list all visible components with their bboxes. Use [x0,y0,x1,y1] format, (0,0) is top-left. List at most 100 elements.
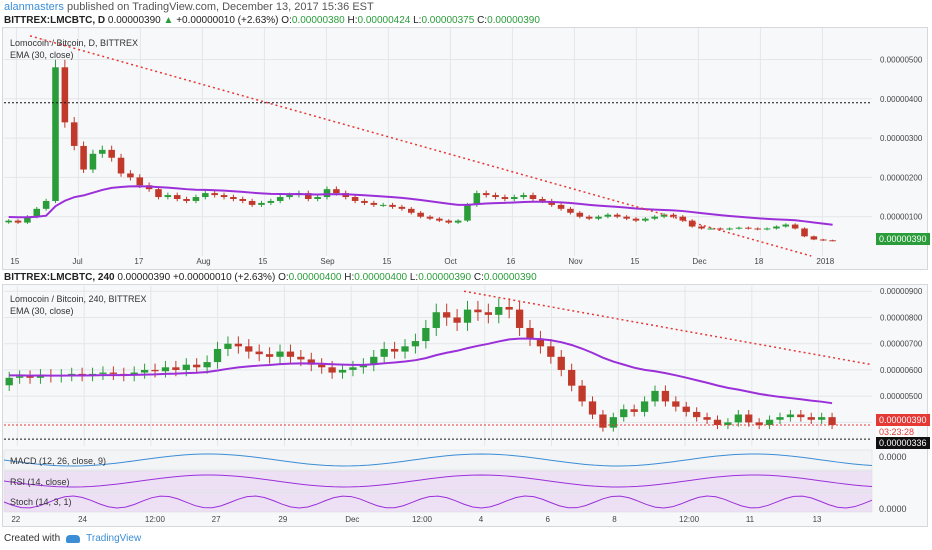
candle-body [651,216,658,219]
candle-body [155,189,162,198]
bottom-legend-title: Lomocoin / Bitcoin, 240, BITTREX [10,294,147,304]
candle-body [829,240,836,242]
candle-body [411,341,420,347]
bottom-symbol: BITTREX:LMCBTC, 240 [4,272,115,283]
top-close: 0.00000390 [487,15,540,26]
bottom-change: +0.00000010 (+2.63%) [172,272,276,283]
rsi-pane-line [3,474,873,488]
tradingview-link[interactable]: TradingView [86,533,142,544]
candle-body [398,206,406,209]
author-link[interactable]: alanmasters [4,1,64,13]
candle-body [234,343,243,347]
candle-body [526,327,534,339]
top-open: 0.00000380 [291,15,345,26]
candle-body [80,145,87,170]
y-tick-label: 0.00000700 [880,340,923,349]
candle-body [26,376,34,378]
candle-body [642,218,649,221]
candle-body [151,369,159,372]
candle-body [726,228,733,230]
x-tick-label: 17 [134,257,143,266]
candle-body [211,193,218,196]
x-tick-label: 6 [546,515,551,524]
created-with-text: Created with [4,533,61,544]
candle-body [453,317,461,323]
candle-body [576,212,584,217]
x-tick-label: 18 [754,257,763,266]
bottom-high: 0.00000400 [354,272,408,283]
y-tick-label: 0.00000100 [880,213,923,222]
candle-body [828,417,836,426]
candle-body [245,346,253,352]
candle-body [567,208,574,213]
candle-body [161,367,170,372]
candle-body [117,157,125,174]
candle-body [24,216,31,223]
candle-body [408,208,415,213]
candle-body [609,417,617,428]
macd-pane-line [3,453,873,467]
candle-body [99,372,107,374]
candle-body [724,422,732,426]
candle-body [192,197,200,201]
candle-body [359,364,367,368]
x-tick-label: Oct [444,257,457,266]
candle-body [305,193,312,199]
publish-text: published on TradingView.com, December 1… [63,1,374,13]
candle-body [333,189,340,194]
candle-body [203,362,211,368]
x-tick-label: 27 [212,515,221,524]
y-tick-label: 0.00000400 [880,95,923,104]
candle-body [183,199,190,201]
top-legend-title: Lomocoin / Bitcoin, D, BITTREX [10,38,139,48]
candle-body [492,195,499,198]
y-tick-label: 0.00000900 [880,287,923,296]
candle-body [33,208,41,217]
candle-body [193,364,201,368]
candle-body [248,200,256,205]
candle-body [276,197,284,201]
candle-body [754,228,761,230]
stoch-pane [3,491,873,513]
candle-body [42,200,50,209]
candle-body [213,348,222,363]
candle-body [682,406,690,412]
candle-body [61,67,69,123]
stoch-pane-line [3,495,873,509]
candle-body [716,228,724,230]
candle-body [734,414,742,423]
top-last-price: 0.00000390 [107,15,161,26]
tradingview-logo-icon [66,534,81,543]
candle-body [463,309,472,323]
candle-body [810,236,818,240]
candle-body [297,356,305,360]
candle-body [474,309,482,313]
top-chart-panel[interactable] [2,27,928,270]
candle-body [140,369,149,373]
candle-body [745,227,752,229]
candle-body [99,149,106,154]
x-tick-label: 29 [278,515,287,524]
candle-body [557,204,565,209]
candle-body [390,348,399,352]
candle-body [473,193,481,205]
candle-body [807,417,815,420]
top-low: 0.00000375 [421,15,475,26]
candle-body [454,220,462,223]
candle-body [773,226,780,229]
top-symbol: BITTREX:LMCBTC, D [4,15,106,26]
stoch-label: Stoch (14, 3, 1) [10,497,72,507]
x-tick-label: 4 [479,515,484,524]
candle-body [578,385,586,402]
x-tick-label: 8 [612,515,617,524]
candle-body [5,220,12,223]
candle-body [620,409,628,418]
candle-body [380,348,388,357]
candle-body [379,204,387,206]
candle-body [547,346,555,357]
candle-body [314,197,321,199]
candle-body [495,306,503,315]
candle-body [529,195,537,199]
candle-body [15,376,24,378]
